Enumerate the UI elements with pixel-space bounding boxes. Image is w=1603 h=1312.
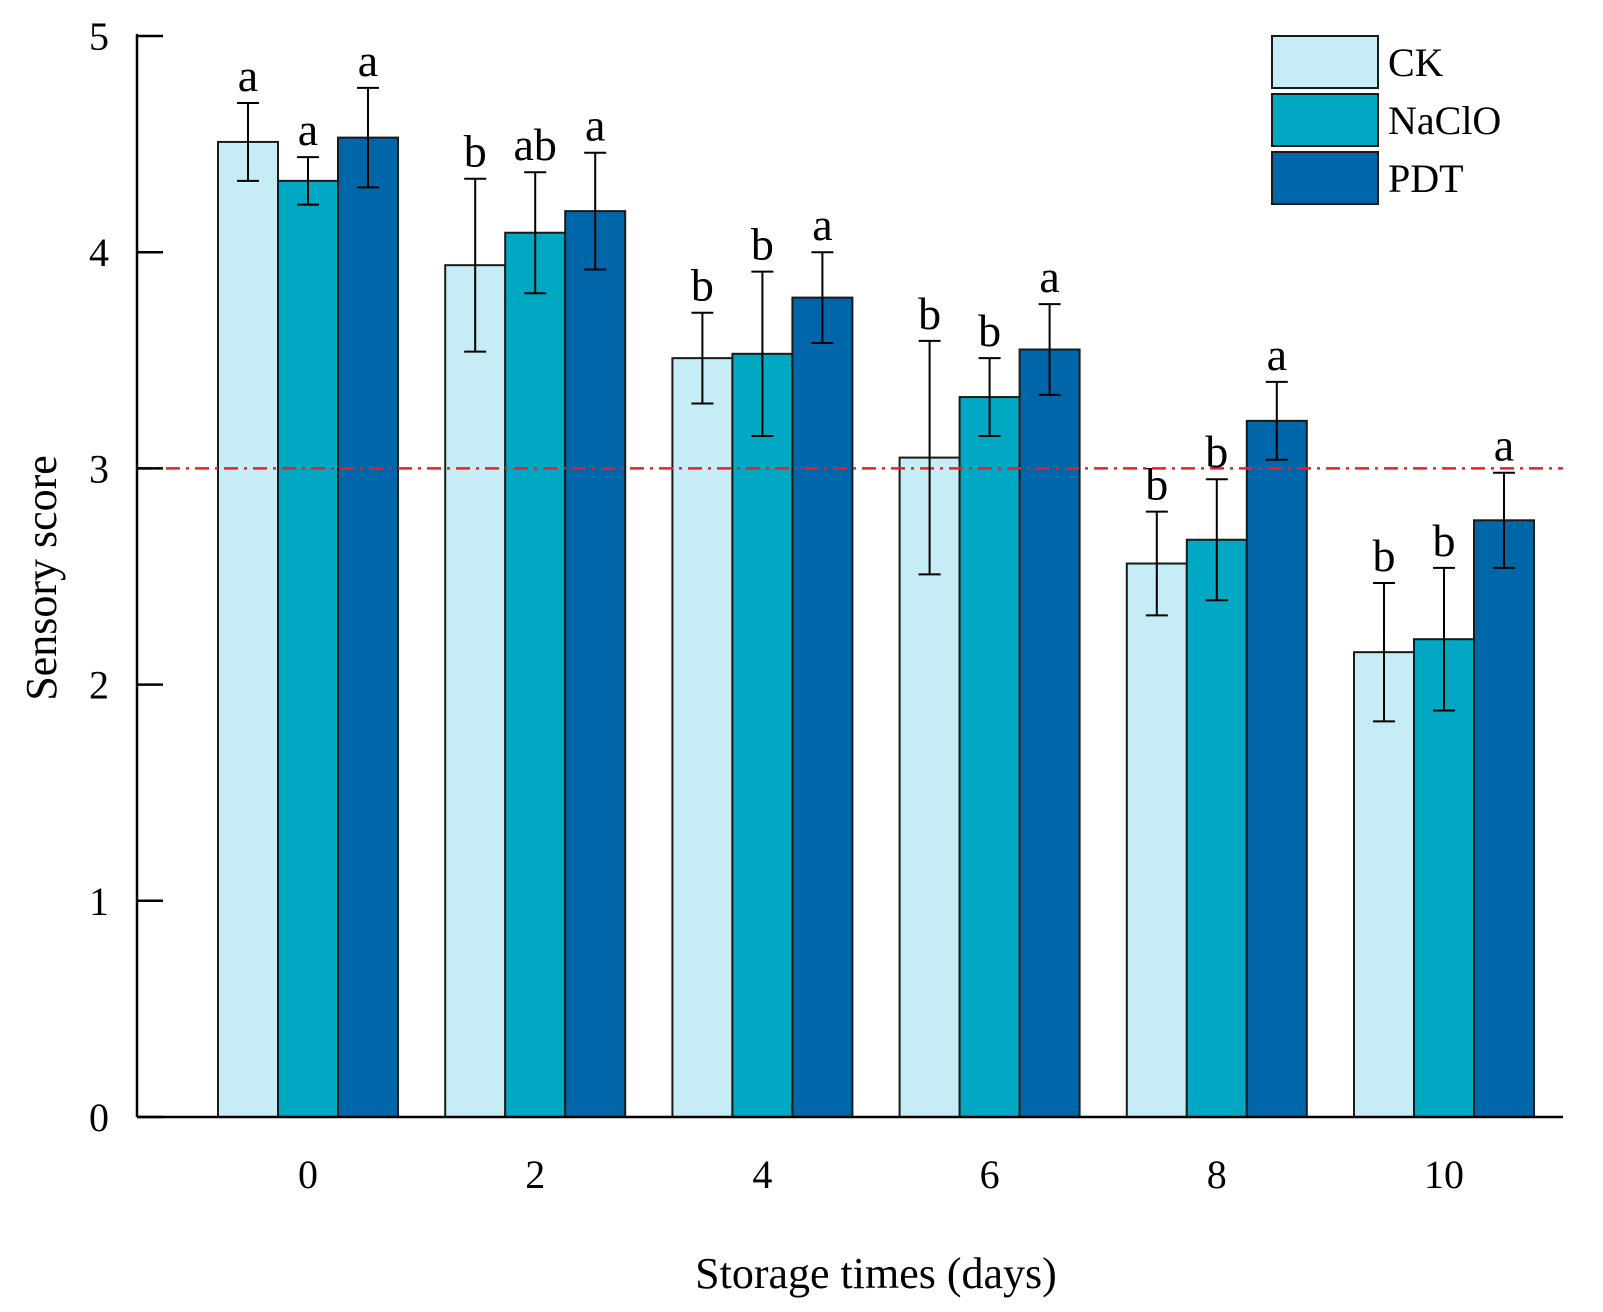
x-tick-label-8: 8 — [1207, 1152, 1227, 1197]
significance-letter-naclo-day-8: b — [1205, 426, 1228, 477]
significance-letter-naclo-day-0: a — [298, 104, 318, 155]
bar-pdt-day-10 — [1473, 519, 1535, 1118]
bar-naclo-day-6 — [958, 396, 1021, 1118]
legend-label-pdt: PDT — [1388, 156, 1464, 201]
legend: CK NaClO PDT — [1271, 35, 1501, 205]
significance-letter-pdt-day-4: a — [812, 199, 832, 250]
legend-label-ck: CK — [1388, 40, 1444, 85]
y-tick-label-3: 3 — [89, 446, 109, 491]
significance-letter-naclo-day-10: b — [1433, 515, 1456, 566]
bar-pdt-day-0 — [337, 136, 399, 1118]
significance-letter-naclo-day-2: ab — [513, 119, 556, 170]
bar-naclo-day-2 — [504, 231, 567, 1118]
bar-pdt-day-6 — [1018, 348, 1081, 1118]
y-tick-label-1: 1 — [89, 879, 109, 924]
legend-swatch-pdt — [1271, 151, 1379, 205]
bar-pdt-day-8 — [1245, 419, 1308, 1118]
bar-ck-day-0 — [217, 140, 279, 1119]
y-tick-label-0: 0 — [89, 1095, 109, 1140]
significance-letter-pdt-day-0: a — [358, 35, 378, 86]
significance-letter-pdt-day-8: a — [1267, 329, 1287, 380]
bar-pdt-day-4 — [791, 296, 854, 1118]
legend-swatch-ck — [1271, 35, 1379, 89]
error-bars-layer — [237, 86, 1515, 723]
significance-letter-naclo-day-4: b — [751, 219, 774, 270]
significance-letter-ck-day-10: b — [1373, 530, 1396, 581]
bars-layer — [217, 136, 1535, 1119]
x-axis-label: Storage times (days) — [695, 1249, 1057, 1298]
x-tick-label-10: 10 — [1424, 1152, 1464, 1197]
x-tick-label-0: 0 — [298, 1152, 318, 1197]
x-tick-label-2: 2 — [525, 1152, 545, 1197]
y-tick-label-4: 4 — [89, 230, 109, 275]
legend-swatch-naclo — [1271, 93, 1379, 147]
significance-letter-pdt-day-6: a — [1039, 251, 1059, 302]
significance-letter-ck-day-8: b — [1145, 459, 1168, 510]
bar-ck-day-4 — [671, 357, 734, 1118]
axes-layer: 0 1 2 3 4 5 0 2 4 6 8 10 — [89, 14, 1563, 1197]
y-axis-label: Sensory score — [17, 455, 66, 701]
legend-label-naclo: NaClO — [1388, 98, 1501, 143]
x-tick-label-4: 4 — [752, 1152, 772, 1197]
significance-letter-pdt-day-2: a — [585, 100, 605, 151]
y-tick-label-5: 5 — [89, 14, 109, 59]
significance-letter-ck-day-4: b — [691, 260, 714, 311]
bar-ck-day-8 — [1125, 562, 1188, 1118]
significance-letter-ck-day-2: b — [464, 126, 487, 177]
bar-pdt-day-2 — [564, 210, 627, 1118]
significance-letter-pdt-day-10: a — [1494, 420, 1514, 471]
bar-naclo-day-4 — [731, 352, 794, 1118]
x-tick-label-6: 6 — [980, 1152, 1000, 1197]
bar-naclo-day-0 — [277, 179, 339, 1118]
y-tick-label-2: 2 — [89, 663, 109, 708]
bar-naclo-day-8 — [1185, 538, 1248, 1118]
bar-ck-day-2 — [444, 264, 507, 1118]
significance-letter-ck-day-0: a — [238, 50, 258, 101]
significance-letter-naclo-day-6: b — [978, 305, 1001, 356]
significance-letter-ck-day-6: b — [918, 288, 941, 339]
